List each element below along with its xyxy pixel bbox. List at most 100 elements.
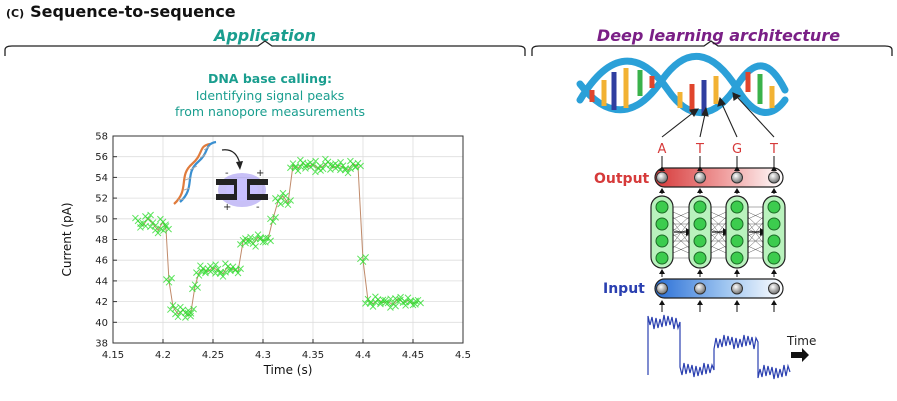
data-point	[319, 165, 327, 173]
hidden-layer-column	[725, 195, 749, 269]
input-layer	[654, 278, 784, 299]
y-tick-label: 56	[95, 152, 108, 163]
data-point	[337, 158, 344, 166]
data-point	[187, 312, 194, 320]
data-point	[160, 227, 167, 234]
data-point	[284, 201, 292, 209]
data-point	[194, 284, 201, 291]
dna-helix-icon	[576, 52, 789, 117]
data-point	[190, 305, 197, 313]
output-node	[768, 171, 780, 184]
hidden-node	[693, 251, 707, 265]
hidden-node	[730, 200, 744, 214]
hidden-layer-column	[762, 195, 786, 269]
panel-tag: (C)	[6, 7, 25, 20]
application-bracket	[4, 40, 526, 56]
hidden-node	[655, 234, 669, 248]
hidden-node	[730, 251, 744, 265]
caption-title: DNA base calling:	[207, 71, 333, 86]
data-point	[147, 223, 154, 231]
y-axis-label: Current (pA)	[60, 202, 74, 276]
data-point	[262, 238, 269, 246]
svg-text:-: -	[256, 202, 260, 213]
hidden-node	[655, 251, 669, 265]
hidden-layers	[650, 195, 786, 269]
data-point	[202, 269, 209, 277]
hidden-node	[767, 251, 781, 265]
data-point	[309, 161, 317, 169]
y-tick-label: 54	[95, 173, 108, 184]
data-point	[162, 221, 169, 229]
output-layer	[654, 167, 784, 188]
data-point	[212, 261, 219, 268]
data-point	[352, 164, 359, 171]
signal-line	[137, 161, 419, 317]
hidden-node	[767, 217, 781, 231]
data-point	[392, 302, 399, 310]
data-point	[187, 309, 195, 317]
base-letter: T	[695, 142, 704, 157]
base-letter: A	[658, 142, 667, 157]
data-point	[137, 224, 144, 231]
input-node	[656, 282, 668, 295]
data-point	[259, 238, 267, 246]
y-tick-label: 42	[95, 297, 108, 308]
data-point	[269, 218, 277, 225]
x-tick-label: 4.2	[155, 350, 171, 361]
x-axis-label: Time (s)	[263, 363, 313, 377]
data-point	[195, 272, 203, 279]
svg-text:-: -	[225, 168, 229, 179]
architecture-bracket	[531, 40, 893, 56]
data-point	[144, 215, 152, 223]
output-label: Output	[594, 171, 650, 187]
time-label: Time	[786, 334, 816, 348]
hidden-node	[693, 217, 707, 231]
current-chart: 4.15 4.2 4.25 4.3 4.35 4.4 4.45 4.5 38 40 42 44 46 48…	[60, 132, 471, 378]
nanopore-membrane-icon: - + + -	[216, 168, 268, 213]
x-tick-label: 4.4	[355, 350, 371, 361]
x-tick-label: 4.5	[455, 350, 471, 361]
data-point	[359, 258, 367, 265]
base-letter: T	[769, 142, 778, 157]
data-point	[252, 243, 259, 250]
hidden-node	[693, 234, 707, 248]
data-point	[369, 303, 377, 310]
data-point	[189, 285, 196, 293]
y-tick-label: 40	[95, 318, 108, 329]
data-point	[277, 200, 284, 208]
data-point	[234, 269, 242, 277]
x-tick-label: 4.15	[102, 350, 124, 361]
data-point	[344, 169, 352, 177]
x-tick-label: 4.35	[302, 350, 324, 361]
panel-heading: (C) Sequence-to-sequence	[6, 2, 236, 21]
data-point	[154, 229, 162, 237]
data-point	[222, 268, 229, 276]
data-point	[387, 304, 394, 311]
data-point	[357, 162, 364, 170]
data-point	[302, 165, 309, 172]
hidden-node	[730, 217, 744, 231]
svg-text:+: +	[256, 168, 264, 179]
x-tick-label: 4.45	[402, 350, 424, 361]
hidden-node	[655, 200, 669, 214]
dna-strand-icon	[173, 140, 217, 205]
hidden-node	[767, 200, 781, 214]
caption-line-3: from nanopore measurements	[174, 104, 366, 119]
y-tick-label: 48	[95, 235, 108, 246]
nanopore-inset: - + + -	[173, 140, 268, 213]
y-tick-label: 58	[95, 132, 108, 143]
y-tick-label: 50	[95, 214, 108, 225]
x-tick-label: 4.25	[202, 350, 224, 361]
data-point	[168, 274, 175, 282]
data-point	[312, 168, 319, 176]
data-point	[412, 301, 419, 308]
data-point	[174, 313, 182, 321]
output-node	[731, 171, 743, 184]
caption-line-2: Identifying signal peaks	[195, 88, 345, 103]
data-point	[267, 237, 274, 245]
data-point	[294, 167, 302, 175]
input-node	[731, 282, 743, 295]
data-point	[417, 299, 424, 307]
